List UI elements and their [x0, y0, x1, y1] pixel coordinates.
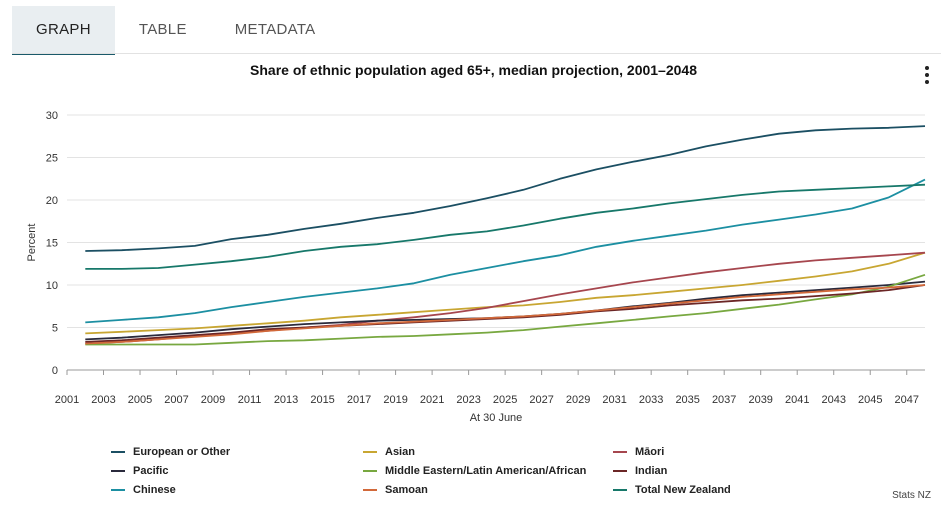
legend-item[interactable]: Pacific	[111, 464, 168, 478]
y-tick-label: 30	[46, 110, 58, 122]
legend-swatch	[111, 489, 125, 491]
legend-item[interactable]: Total New Zealand	[613, 483, 731, 497]
legend-swatch	[363, 470, 377, 472]
legend-swatch	[111, 470, 125, 472]
x-tick-label: 2035	[675, 394, 699, 406]
legend-item[interactable]: Chinese	[111, 483, 176, 497]
y-tick-label: 25	[46, 153, 58, 165]
x-tick-label: 2007	[164, 394, 188, 406]
x-tick-label: 2021	[420, 394, 444, 406]
legend-swatch	[613, 489, 627, 491]
x-tick-label: 2047	[895, 394, 919, 406]
view-tabs: GRAPH TABLE METADATA	[12, 6, 339, 55]
x-tick-label: 2039	[748, 394, 772, 406]
legend-item[interactable]: Māori	[613, 445, 664, 459]
legend-label: Chinese	[133, 484, 176, 496]
legend-label: Māori	[635, 446, 665, 458]
series-line-asian	[85, 251, 926, 335]
legend-swatch	[363, 451, 377, 453]
x-tick-label: 2029	[566, 394, 590, 406]
tab-table[interactable]: TABLE	[138, 21, 187, 38]
legend-label: Samoan	[385, 484, 428, 496]
y-tick-label: 5	[52, 323, 58, 335]
y-tick-label: 10	[46, 280, 58, 292]
x-tick-label: 2045	[858, 394, 882, 406]
series-line-chinese	[85, 178, 926, 324]
y-tick-label: 0	[52, 365, 58, 377]
x-tick-label: 2023	[456, 394, 480, 406]
y-tick-label: 15	[46, 238, 58, 250]
x-tick-label: 2017	[347, 394, 371, 406]
source-label: Stats NZ	[892, 490, 931, 501]
legend-swatch	[111, 451, 125, 453]
y-axis-label: Percent	[26, 224, 38, 262]
x-tick-label: 2027	[529, 394, 553, 406]
x-axis-label: At 30 June	[470, 412, 523, 424]
tab-graph[interactable]: GRAPH	[12, 6, 115, 55]
x-tick-label: 2001	[55, 394, 79, 406]
legend-item[interactable]: European or Other	[111, 445, 230, 459]
legend-label: Indian	[635, 465, 668, 477]
legend-swatch	[613, 470, 627, 472]
x-tick-label: 2031	[602, 394, 626, 406]
series-line-samoan	[85, 284, 926, 345]
x-tick-label: 2033	[639, 394, 663, 406]
legend-label: Asian	[385, 446, 415, 458]
tab-metadata[interactable]: METADATA	[234, 21, 316, 38]
legend-label: Middle Eastern/Latin American/African	[385, 465, 587, 477]
series-line-european-or-other	[85, 125, 926, 252]
legend-swatch	[363, 489, 377, 491]
series-line-middle-eastern-latin-american-african	[85, 273, 926, 346]
x-tick-label: 2009	[201, 394, 225, 406]
legend-label: European or Other	[133, 446, 231, 458]
tab-divider	[12, 53, 941, 54]
x-tick-label: 2019	[383, 394, 407, 406]
legend-label: Pacific	[133, 465, 169, 477]
legend-label: Total New Zealand	[635, 484, 731, 496]
x-tick-label: 2025	[493, 394, 517, 406]
x-tick-label: 2037	[712, 394, 736, 406]
series-line-total-new-zealand	[85, 183, 926, 270]
legend-item[interactable]: Samoan	[363, 483, 428, 497]
x-tick-label: 2043	[821, 394, 845, 406]
x-tick-label: 2013	[274, 394, 298, 406]
y-tick-label: 20	[46, 195, 58, 207]
x-tick-label: 2003	[91, 394, 115, 406]
chart-title: Share of ethnic population aged 65+, med…	[250, 62, 697, 78]
legend-swatch	[613, 451, 627, 453]
x-tick-label: 2041	[785, 394, 809, 406]
x-tick-label: 2015	[310, 394, 334, 406]
legend-item[interactable]: Indian	[613, 464, 667, 478]
x-tick-label: 2011	[238, 394, 262, 406]
more-options-icon[interactable]	[920, 66, 934, 88]
legend-item[interactable]: Asian	[363, 445, 415, 459]
series-line-m-ori	[85, 251, 926, 345]
legend-item[interactable]: Middle Eastern/Latin American/African	[363, 464, 586, 478]
x-tick-label: 2005	[128, 394, 152, 406]
